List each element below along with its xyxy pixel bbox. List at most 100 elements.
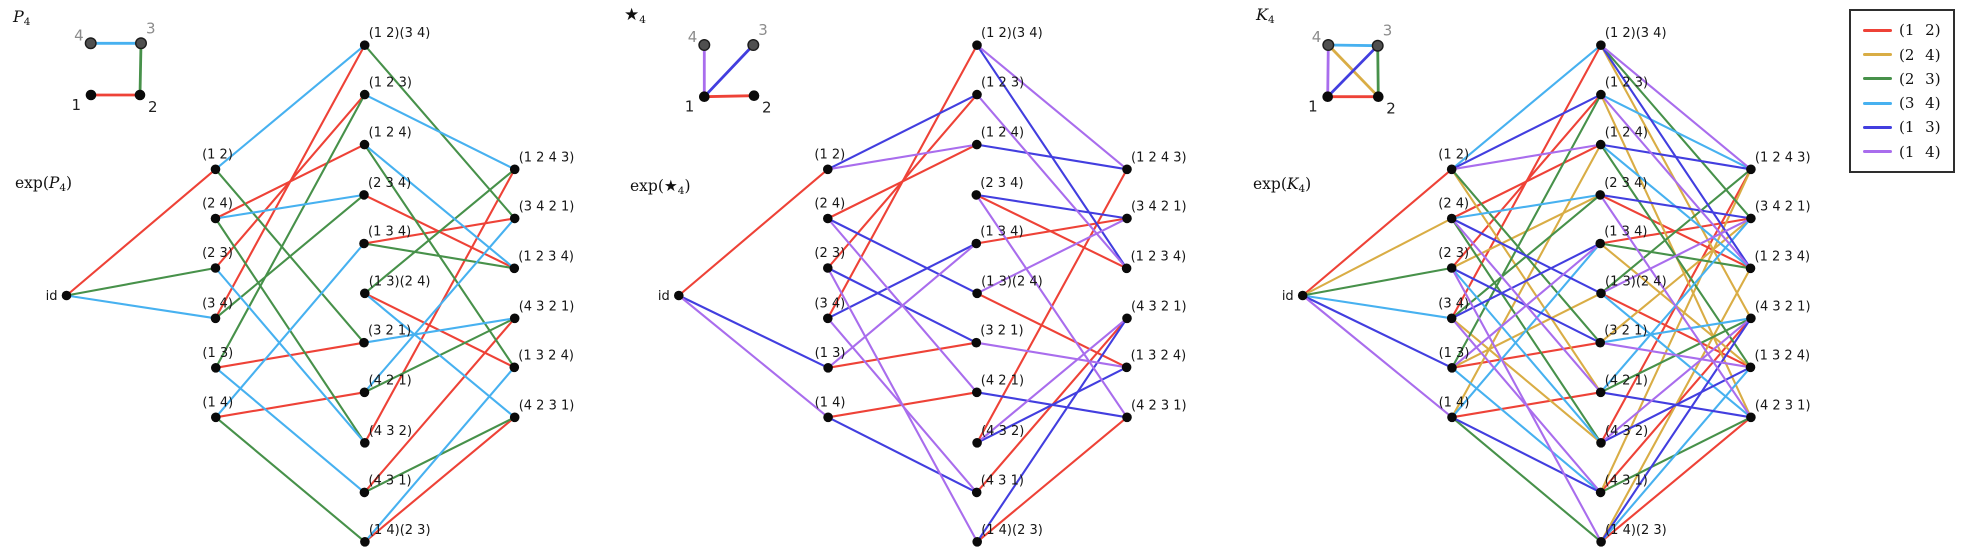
node-label: id bbox=[658, 289, 670, 304]
edge-t13 bbox=[826, 242, 978, 320]
node-label: (1 3 2 4) bbox=[1755, 348, 1811, 363]
edge-t34 bbox=[363, 366, 516, 543]
node-label: (1 3)(2 4) bbox=[981, 274, 1043, 289]
edge-t24 bbox=[1301, 217, 1453, 297]
legend-entry-label: (1 3) bbox=[1899, 118, 1941, 137]
panel-title-k4: K4 bbox=[1256, 5, 1275, 26]
inset-vertex-3 bbox=[747, 39, 760, 52]
edge-t34 bbox=[214, 44, 366, 171]
edge-t34 bbox=[1599, 317, 1752, 344]
legend-swatch-line bbox=[1863, 101, 1892, 105]
edge-t34 bbox=[1450, 193, 1602, 220]
graph-node bbox=[674, 290, 684, 301]
graph-node bbox=[1447, 412, 1457, 423]
graph-node bbox=[1122, 412, 1132, 423]
edge-t14 bbox=[1301, 294, 1454, 419]
panel-title-p4: P4 bbox=[13, 7, 30, 28]
edge-t12 bbox=[363, 317, 516, 494]
graph-node bbox=[1121, 362, 1132, 373]
inset-vertex-label: 2 bbox=[1386, 100, 1396, 118]
edge-t23 bbox=[362, 242, 516, 270]
edge-t34 bbox=[1450, 44, 1602, 171]
graph-node bbox=[1745, 362, 1756, 373]
graph-node bbox=[971, 337, 982, 348]
inset-vertex-3 bbox=[1371, 39, 1384, 52]
graph-node bbox=[1746, 313, 1756, 324]
panel-title-base: ★ bbox=[624, 5, 640, 25]
node-label: (2 3) bbox=[814, 246, 845, 261]
edge-t14 bbox=[1450, 317, 1602, 494]
edge-t23 bbox=[1450, 93, 1602, 369]
edge-t14 bbox=[975, 193, 1129, 419]
panel-K4: id (1 2) (2 4) (2 3) (3 4) (1 3) (1 4) (1 2)(3 … bbox=[1282, 22, 1811, 547]
inset-vertex-2 bbox=[134, 89, 146, 101]
edge-t34 bbox=[214, 193, 366, 220]
legend-entry: (1 3) bbox=[1863, 118, 1953, 136]
graph-node bbox=[359, 487, 370, 498]
edge-t34 bbox=[363, 217, 516, 394]
node-label: (3 4) bbox=[202, 296, 233, 311]
panel-P4: id (1 2) (2 4) (2 3) (3 4) (1 3) (1 4) (1 2)(3 … bbox=[46, 19, 574, 547]
node-label: (4 2 3 1) bbox=[1755, 398, 1811, 413]
exp-subscript: 4 bbox=[677, 185, 685, 197]
legend-swatch-line bbox=[1863, 150, 1892, 154]
node-label: (4 3 1) bbox=[981, 473, 1024, 488]
graph-node bbox=[509, 313, 520, 324]
node-label: (1 2 3) bbox=[1605, 76, 1648, 91]
edge-t14 bbox=[1599, 341, 1752, 369]
node-label: (1 3 4) bbox=[1604, 225, 1647, 240]
edge-t12 bbox=[214, 391, 366, 419]
legend-entry-label: (3 4) bbox=[1899, 94, 1941, 113]
inset-vertex-4 bbox=[1322, 39, 1335, 52]
inset-vertex-label: 2 bbox=[762, 99, 772, 117]
node-label: (4 3 2) bbox=[981, 424, 1024, 439]
edge-t23 bbox=[65, 266, 217, 297]
node-label: (3 4 2 1) bbox=[1131, 199, 1187, 214]
node-label: (4 2 3 1) bbox=[1131, 398, 1187, 413]
exp-label-star4: exp(★4) bbox=[630, 177, 691, 197]
graph-node bbox=[972, 288, 982, 299]
legend-swatch-line bbox=[1863, 77, 1892, 81]
node-label: (1 4)(2 3) bbox=[369, 523, 431, 538]
node-label: (4 3 2) bbox=[1605, 424, 1648, 439]
edge-t13 bbox=[975, 143, 1129, 171]
edge-t34 bbox=[1600, 366, 1752, 543]
graph-node bbox=[972, 537, 982, 547]
node-label: (2 4) bbox=[202, 197, 233, 212]
edge-t34 bbox=[1301, 294, 1453, 320]
node-label: (1 3) bbox=[815, 346, 846, 361]
edge-t34 bbox=[214, 366, 366, 494]
edge-t14 bbox=[826, 143, 978, 171]
exp-prefix: exp( bbox=[630, 177, 664, 195]
node-label: (1 3 2 4) bbox=[1131, 348, 1187, 363]
edge-t13 bbox=[1599, 193, 1752, 220]
edge-t14 bbox=[976, 217, 1129, 295]
node-label: (1 2 3) bbox=[981, 76, 1024, 91]
node-label: id bbox=[1282, 289, 1294, 304]
edge-t13 bbox=[1450, 416, 1602, 494]
node-label: (1 2)(3 4) bbox=[1605, 26, 1667, 41]
node-label: (2 3 4) bbox=[980, 176, 1023, 191]
edge-t13 bbox=[677, 294, 830, 369]
edge-t12 bbox=[975, 217, 1129, 245]
graph-node bbox=[1595, 487, 1606, 498]
node-label: (1 2 4) bbox=[1605, 126, 1648, 141]
legend-entry-label: (1 4) bbox=[1899, 142, 1941, 161]
node-label: (1 4)(2 3) bbox=[981, 523, 1043, 538]
graph-node bbox=[1297, 290, 1308, 301]
legend-entry: (3 4) bbox=[1863, 94, 1953, 112]
graph-node bbox=[1446, 164, 1457, 175]
graph-node bbox=[210, 313, 221, 324]
edge-t23 bbox=[214, 416, 366, 543]
node-label: (1 3 4) bbox=[368, 225, 411, 240]
edge-t23 bbox=[1599, 168, 1752, 295]
edge-t14 bbox=[1450, 143, 1602, 171]
edge-t12 bbox=[1450, 44, 1602, 320]
edge-t14 bbox=[975, 93, 1128, 270]
legend-swatch-line bbox=[1863, 28, 1892, 32]
inset-edge-t13 bbox=[1326, 44, 1380, 99]
edge-t12 bbox=[826, 44, 979, 320]
graph-node bbox=[360, 288, 370, 299]
node-label: (1 2 4 3) bbox=[1755, 150, 1811, 165]
